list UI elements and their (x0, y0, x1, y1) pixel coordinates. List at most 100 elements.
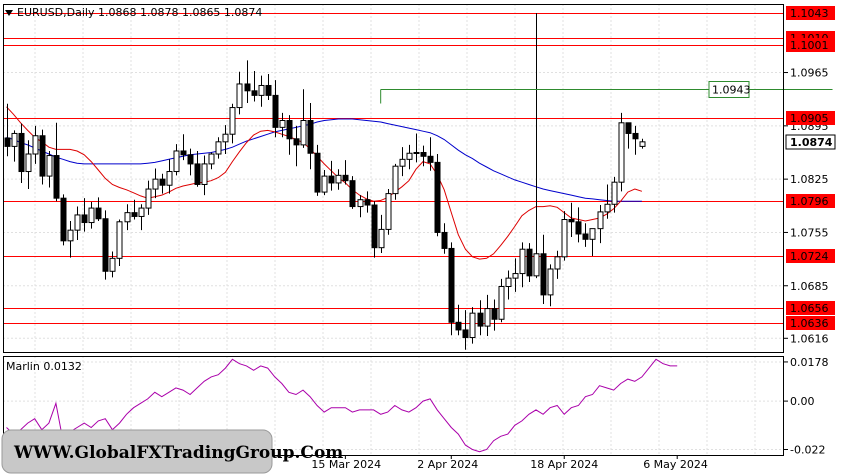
y-tick-label: 1.0965 (790, 67, 829, 80)
candle-body-bear (102, 218, 109, 272)
candle-body-bull (74, 214, 81, 231)
candle (293, 125, 300, 167)
candle (116, 219, 123, 266)
candle-body-bull (392, 165, 399, 195)
candle-body-bull (561, 219, 568, 258)
candle (187, 148, 194, 176)
current-price-label: 1.0874 (790, 136, 833, 149)
candle (406, 144, 413, 170)
candle-body-bull (413, 151, 420, 154)
candle (434, 154, 441, 237)
candle-body-bull (378, 228, 385, 249)
candle-body-bear (582, 233, 589, 240)
candle-body-bull (406, 152, 413, 160)
level-price-label: 1.1043 (790, 7, 829, 20)
candle-body-bull (399, 158, 406, 167)
x-tick-label: 6 May 2024 (643, 458, 708, 471)
candle-body-bull (469, 312, 476, 339)
candle-body-bear (39, 135, 46, 177)
candle (4, 103, 11, 157)
x-tick-label: 2 Apr 2024 (417, 458, 478, 471)
level-price-label: 1.0636 (790, 317, 829, 330)
candle (448, 242, 455, 336)
candle-body-bull (138, 207, 145, 217)
candle-body-bull (67, 229, 74, 242)
price-axis: 1.06161.06851.07551.08251.08951.09651.10… (784, 6, 836, 457)
candle (286, 115, 293, 155)
level-price-label: 1.0724 (790, 250, 829, 263)
candle (81, 198, 88, 232)
candle (604, 184, 611, 219)
candle-body-bear (251, 90, 258, 96)
candle (392, 163, 399, 200)
candle (251, 71, 258, 102)
candle (321, 170, 328, 196)
candle (413, 133, 420, 163)
candle-body-bear (194, 163, 201, 185)
candle-body-bull (222, 133, 229, 143)
candle (279, 112, 286, 138)
candle-body-bull (32, 135, 39, 155)
candle-body-bear (293, 138, 300, 146)
candle-body-bear (568, 219, 575, 223)
candle (109, 251, 116, 278)
candle-body-bear (272, 94, 279, 128)
level-price-label: 1.0656 (790, 302, 829, 315)
candle (138, 204, 145, 231)
candle (589, 228, 596, 257)
candle-body-bull (116, 221, 123, 259)
level-price-tag (786, 301, 835, 315)
candle-body-bear (4, 137, 11, 147)
candle (491, 299, 498, 331)
level-price-label: 1.1001 (790, 39, 829, 52)
candle-body-bear (625, 122, 632, 134)
candle (632, 125, 639, 155)
candle (60, 194, 67, 246)
candle (328, 160, 335, 191)
candle (477, 300, 484, 336)
candle-body-bear (448, 247, 455, 323)
candle (533, 13, 540, 279)
candle (349, 176, 356, 209)
level-price-tag (786, 111, 835, 125)
candle-body-bull (498, 286, 505, 320)
candle (11, 130, 18, 162)
candle (505, 270, 512, 300)
level-price-label: 1.0905 (790, 112, 829, 125)
candle (561, 211, 568, 261)
candle (519, 242, 526, 288)
candle (46, 150, 53, 188)
candle (540, 234, 547, 305)
candle (53, 122, 60, 202)
candle (378, 214, 385, 254)
candle-body-bull (236, 83, 243, 109)
candle-body-bear (575, 221, 582, 235)
candle-body-bear (342, 174, 349, 182)
candle-body-bear (187, 154, 194, 165)
indicator-pane-border (3, 356, 784, 456)
candle-body-bear (632, 132, 639, 140)
candle-body-bull (215, 141, 222, 155)
candle (371, 201, 378, 258)
candle (222, 125, 229, 155)
candle-body-bear (180, 150, 187, 156)
candle (441, 223, 448, 254)
candle-body-bear (159, 178, 166, 186)
candle (512, 258, 519, 292)
candle-body-bull (484, 308, 491, 327)
pane-borders (3, 4, 784, 456)
candle (18, 123, 25, 183)
green-level-box (708, 81, 750, 98)
indicator-label: Marlin 0.0132 (6, 360, 82, 373)
candle-body-bull (604, 203, 611, 213)
candle-body-bull (639, 141, 646, 147)
candle-body-bear (364, 199, 371, 206)
candle-body-bear (95, 207, 102, 220)
candle (611, 176, 618, 213)
candle (215, 137, 222, 159)
candle (597, 205, 604, 244)
dropdown-triangle-icon[interactable] (5, 10, 13, 16)
y-tick-label: 1.0685 (790, 280, 829, 293)
